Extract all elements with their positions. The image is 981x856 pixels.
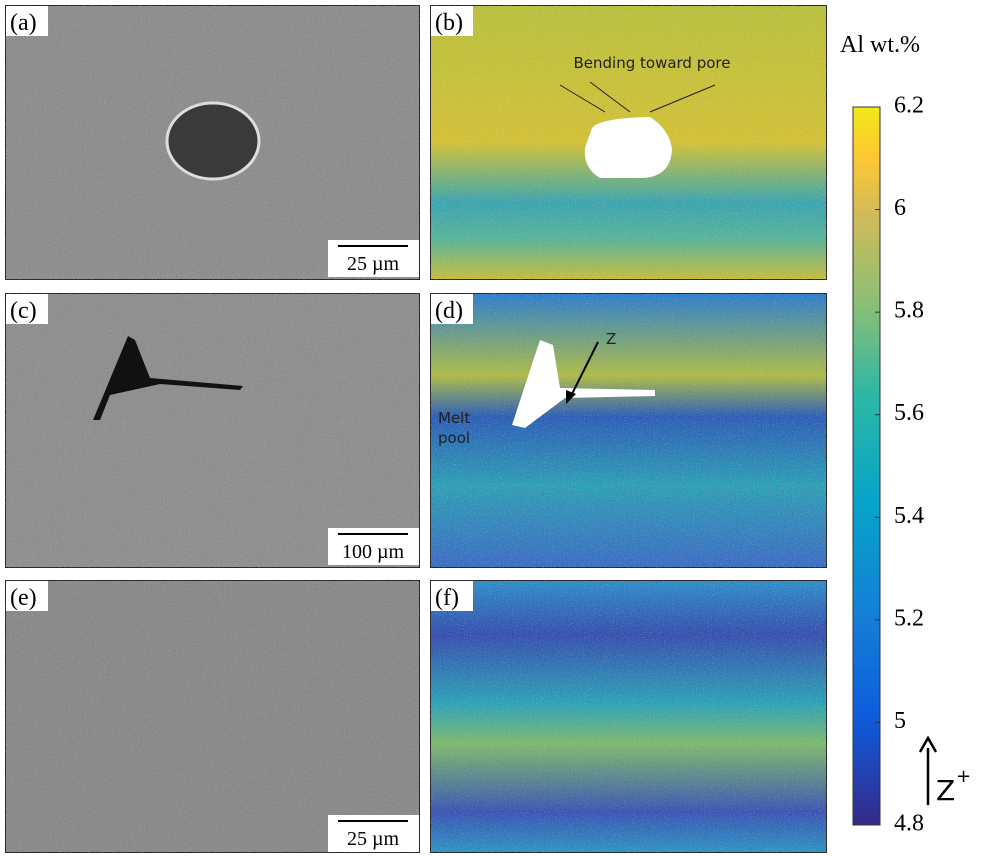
pore: [585, 117, 672, 178]
panel-label: (e): [10, 585, 37, 611]
panel-label: (f): [435, 585, 459, 611]
panel-label: (d): [435, 298, 463, 324]
annotation: pool: [438, 429, 470, 447]
direction-label: Z: [936, 774, 955, 807]
panel-label: (c): [10, 298, 37, 324]
panel-label: (a): [10, 10, 37, 36]
figure: Bending toward pore Z Melt pool Al wt.% …: [0, 0, 981, 856]
tick-label: 5.8: [894, 298, 924, 324]
map-f: [430, 580, 827, 853]
pore: [167, 103, 259, 179]
annotation: Melt: [438, 409, 470, 427]
micrograph-e: [5, 580, 420, 853]
annotation: Bending toward pore: [574, 54, 731, 72]
scale-bar-label: 100 µm: [342, 541, 405, 563]
annotation: Z: [606, 330, 616, 348]
panel-label: (b): [435, 10, 463, 36]
tick-label: 6: [894, 195, 906, 221]
tick-label: 5.4: [894, 503, 924, 529]
tick-label: 6.2: [894, 93, 924, 119]
tick-label: 5: [894, 708, 906, 734]
tick-label: 5.6: [894, 400, 924, 426]
scale-bar-label: 25 µm: [347, 253, 400, 275]
direction-sup: +: [956, 766, 971, 787]
colorbar-title: Al wt.%: [840, 32, 920, 58]
micrograph-c: [5, 293, 420, 568]
direction-indicator: Z +: [920, 738, 971, 807]
tick-label: 5.2: [894, 605, 924, 631]
map-d: [430, 293, 827, 568]
tick-label: 4.8: [894, 811, 924, 837]
colorbar: [853, 107, 880, 825]
scale-bar-label: 25 µm: [347, 828, 400, 850]
